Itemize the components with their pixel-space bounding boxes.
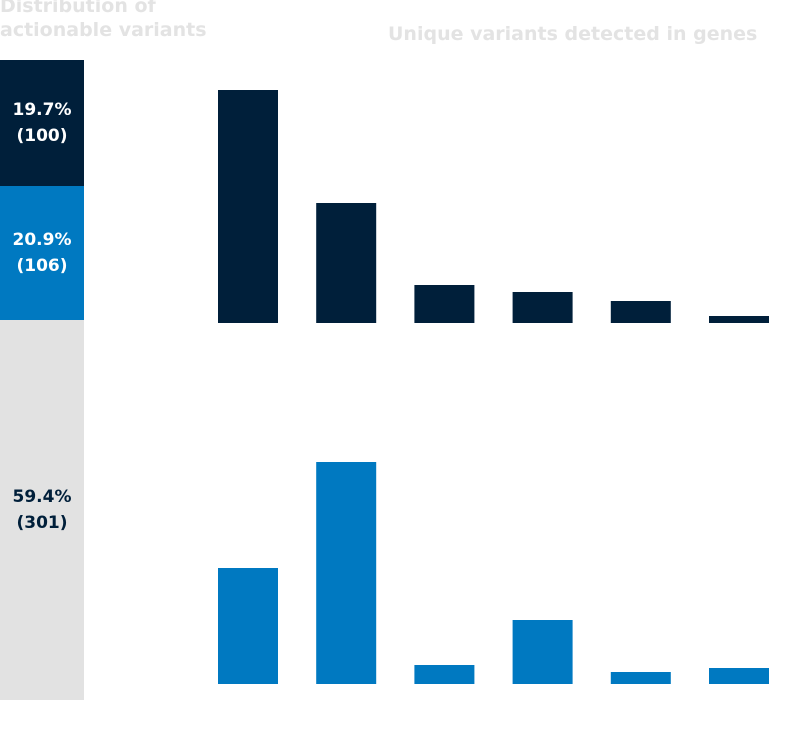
bar-series-2-5 (610, 672, 671, 684)
bar-series-1-6 (709, 316, 769, 323)
bar-series-2-1 (218, 568, 278, 684)
bar-chart-title: Unique variants detected in genes (388, 23, 758, 45)
segment-count-label: (106) (16, 255, 68, 276)
stack-segment: 20.9% (106) (0, 186, 84, 320)
bar-series-1-4 (512, 292, 573, 323)
bar-series-2-2 (316, 462, 377, 684)
stack-segment: 59.4% (301) (0, 319, 84, 700)
segment-count-label: (100) (16, 126, 68, 147)
bar-series-1-2 (316, 203, 377, 323)
bar-series-1-3 (414, 285, 475, 323)
bar-series-2-6 (709, 668, 769, 684)
bar-series-1-1 (218, 90, 278, 323)
segment-percent-label: 19.7% (12, 100, 72, 121)
stack-segment: 19.7% (100) (0, 60, 84, 187)
bar-series-1-5 (610, 301, 671, 323)
bar-series-2-3 (414, 665, 475, 684)
segment-percent-label: 59.4% (12, 486, 72, 507)
segment-percent-label: 20.9% (12, 229, 72, 250)
bar-series-2-4 (512, 620, 573, 684)
segment-count-label: (301) (16, 512, 68, 533)
stacked-chart-title: Distribution of actionable variants (0, 0, 207, 41)
